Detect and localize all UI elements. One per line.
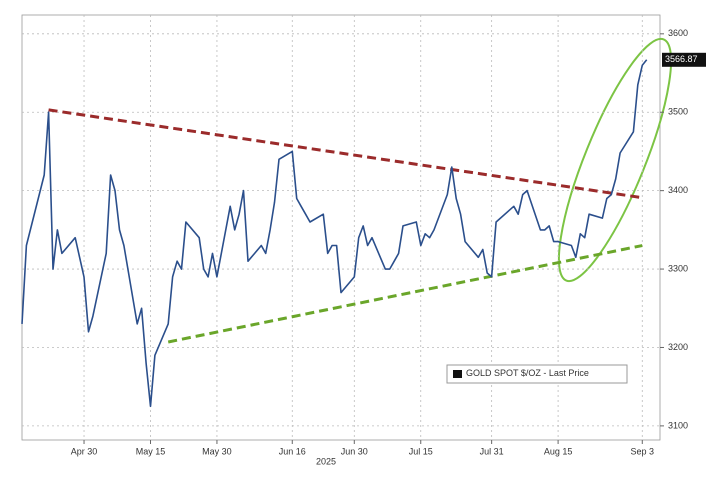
x-tick-label: Aug 15 [544, 446, 573, 456]
last-price-box [662, 52, 706, 67]
y-tick-label: 3300 [668, 263, 688, 273]
x-tick-label: May 15 [136, 446, 166, 456]
x-tick-label: Jul 31 [480, 446, 504, 456]
trend-line [167, 244, 643, 344]
x-axis-year: 2025 [316, 456, 336, 466]
legend-box [446, 364, 628, 384]
x-tick-label: Jun 30 [341, 446, 368, 456]
x-tick-label: Jun 16 [279, 446, 306, 456]
y-tick-label: 3600 [668, 28, 688, 38]
highlight-ellipse [557, 37, 673, 283]
last-price-label: 3566.87 [665, 54, 698, 64]
y-tick-label: 3400 [668, 185, 688, 195]
trend-line [48, 108, 643, 200]
x-tick-label: Jul 15 [409, 446, 433, 456]
y-tick-label: 3500 [668, 107, 688, 117]
price-line [21, 59, 648, 408]
y-tick-label: 3200 [668, 342, 688, 352]
x-tick-label: May 30 [202, 446, 232, 456]
legend-name: GOLD SPOT $/OZ - Last Price [466, 368, 589, 378]
x-tick-label: Sep 3 [631, 446, 655, 456]
legend: GOLD SPOT $/OZ - Last Price [446, 364, 628, 384]
legend-label: GOLD SPOT $/OZ - Last Price [466, 368, 589, 378]
x-tick-label: Apr 30 [71, 446, 98, 456]
y-tick-label: 3100 [668, 420, 688, 430]
legend-swatch [453, 370, 462, 378]
